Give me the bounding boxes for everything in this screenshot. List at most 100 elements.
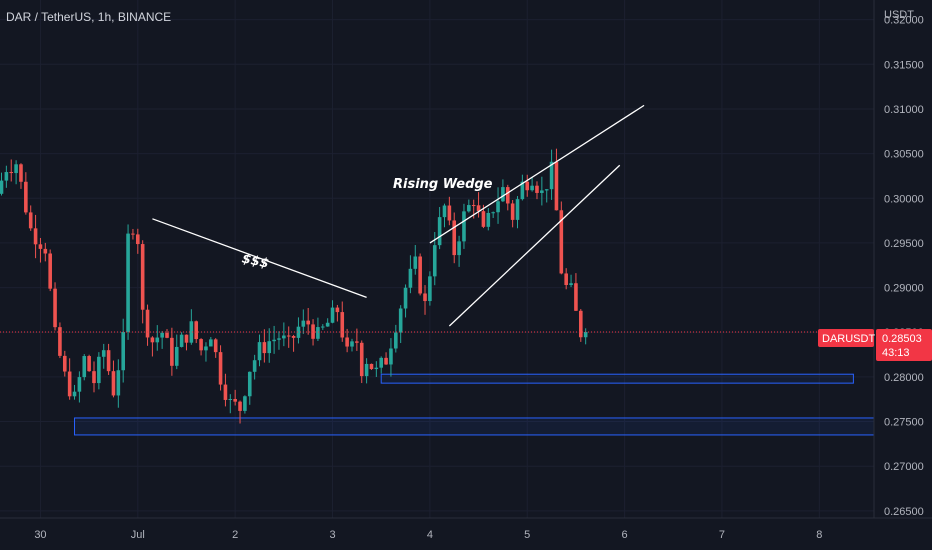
candle [286,326,291,348]
candle-body [369,363,374,370]
candle-body [97,356,101,384]
candle-body [320,326,325,328]
candle [345,328,349,353]
candle-body [486,212,491,227]
candle-body [67,371,72,397]
candle-body [228,398,233,400]
time-axis[interactable]: 30 Jul 2 3 4 5 6 7 8 [0,517,932,541]
candle [457,235,461,267]
candle-body [209,339,213,347]
candle [53,282,57,331]
candle-body [184,334,189,343]
support-zone-2[interactable] [74,417,875,436]
candle [525,174,530,197]
candle [28,205,33,231]
candle-body [19,164,23,182]
price-tick-label: 0.28000 [884,372,924,384]
candle [301,309,306,334]
candle-body [325,322,330,327]
wedge-lower-line[interactable] [448,164,621,327]
candle [350,338,354,352]
candle-body [53,288,57,328]
candle-body [462,211,466,242]
candle [282,322,286,347]
candle-body [442,205,447,218]
candle [58,322,62,359]
candle-body [58,327,62,356]
candle [510,199,515,228]
candle-body [140,244,145,310]
support-zone-1[interactable] [380,373,854,384]
candle-body [520,181,525,200]
candle [413,245,418,275]
candle-body [267,341,272,354]
candle-body [457,241,461,256]
price-tick-label: 0.26500 [884,506,924,518]
candle [4,165,9,188]
candle-body [505,187,510,204]
candle-body [389,348,393,365]
candle [384,352,388,365]
candle-body [87,356,91,372]
candle-body [145,309,150,338]
price-tick-label: 0.27500 [884,417,924,429]
candle [179,332,184,348]
candle-body [257,342,262,361]
candle [72,384,77,400]
trend-lines[interactable] [152,104,645,327]
candle-body [340,312,345,338]
candle-body [578,310,583,338]
candle [437,207,442,250]
price-axis[interactable]: USDT 0.32000 0.31500 0.31000 0.30500 0.30000… [873,0,924,518]
candle [97,352,101,390]
candle-body [413,256,418,269]
candle-body [223,384,228,400]
candle-body [82,356,87,378]
candles [0,148,588,424]
candle [92,361,96,393]
time-tick-label: 30 [34,529,46,541]
candle-body [544,189,549,191]
candle-body [530,185,534,191]
candle-body [496,201,500,213]
candle [355,328,359,351]
candle-body [247,371,252,397]
candle [496,187,500,224]
time-tick-label: 4 [427,529,433,541]
candle-body [136,234,140,245]
candle [379,356,384,374]
candle-body [43,248,48,254]
candle-body [4,172,9,181]
candle-body [559,210,564,274]
candle-body [165,332,169,338]
candle-body [549,161,554,190]
candle-body [535,185,539,193]
candle [140,240,145,324]
wedge-upper-line[interactable] [429,104,645,244]
candle-body [286,335,291,337]
candle-body [476,205,481,212]
candle [520,174,525,201]
price-axis-currency: USDT [884,9,914,21]
candle-body [160,332,164,338]
descending-trend-line[interactable] [152,218,367,299]
dollar-signs-label[interactable]: $$$ [240,251,270,271]
candle-body [384,357,388,365]
candle [540,176,544,206]
candle [194,320,199,344]
candle [442,203,447,228]
candle-body [330,307,335,323]
candle [121,318,125,383]
candle-body [301,320,306,327]
price-tick-label: 0.29500 [884,238,924,250]
candle-body [452,220,457,256]
candle-body [277,338,281,340]
candle-body [364,363,369,377]
candle-body [38,244,43,249]
candle-body [374,367,379,370]
candle-body [432,245,437,277]
candle-body [101,350,106,357]
candle [106,343,111,375]
rising-wedge-label[interactable]: Rising Wedge [393,177,493,192]
